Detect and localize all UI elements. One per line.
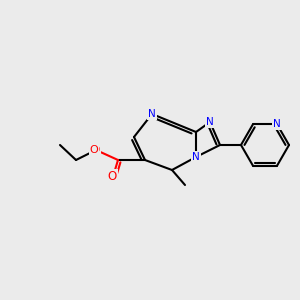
Text: O: O (107, 170, 117, 184)
Text: N: N (148, 109, 156, 119)
Text: N: N (273, 119, 281, 129)
Text: O: O (90, 145, 98, 155)
Text: N: N (206, 117, 214, 127)
Text: O: O (92, 145, 100, 155)
Text: N: N (192, 152, 200, 162)
